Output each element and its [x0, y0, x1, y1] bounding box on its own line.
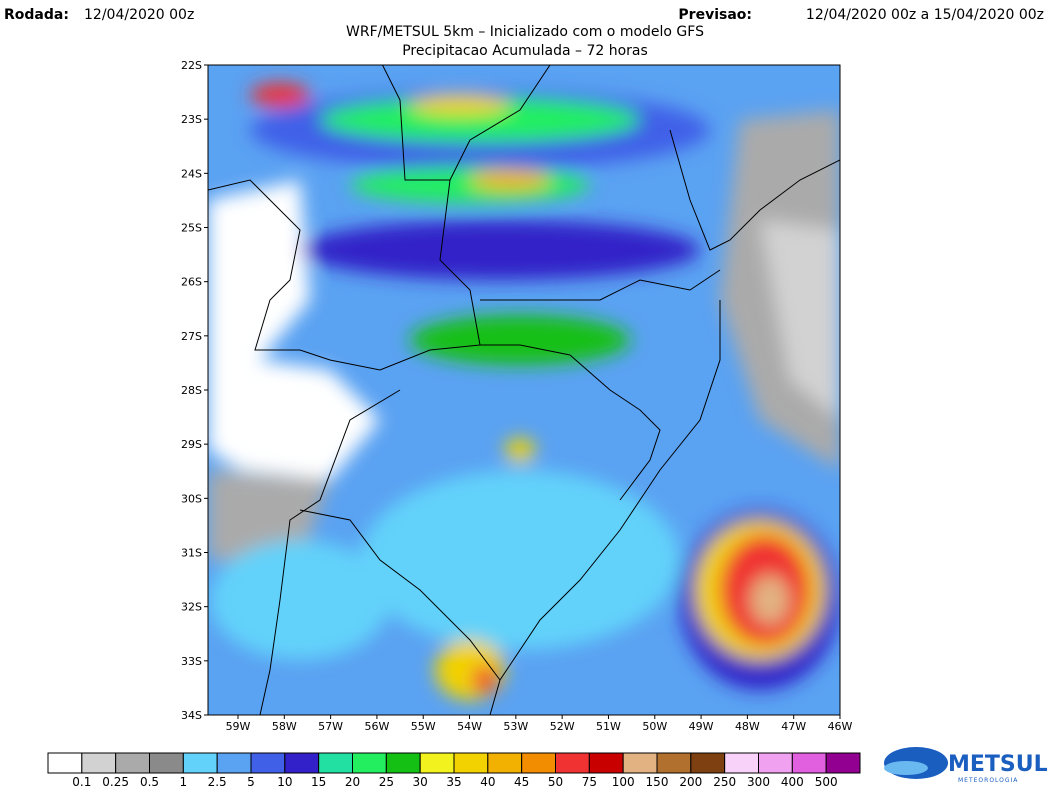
legend-swatch [758, 752, 793, 774]
legend-label: 10 [277, 775, 292, 789]
legend-label: 2.5 [208, 775, 227, 789]
forecast-value: 12/04/2020 00z a 15/04/2020 00z [806, 7, 1044, 23]
legend-swatch [385, 752, 421, 774]
lon-label: 58W [272, 720, 297, 733]
legend-label: 150 [646, 775, 669, 789]
legend-swatch [724, 752, 760, 774]
legend-swatch [352, 752, 387, 774]
legend-label: 100 [612, 775, 635, 789]
lat-label: 23S [181, 113, 202, 126]
logo: METSUL METEOROLOGIA [884, 747, 1048, 784]
lat-label: 32S [181, 601, 202, 614]
legend-swatch [521, 752, 557, 774]
legend-swatch [588, 752, 624, 774]
legend-swatch [115, 752, 150, 774]
lat-label: 22S [181, 59, 202, 72]
logo-tagline: METEOROLOGIA [958, 777, 1018, 784]
legend-label: 300 [747, 775, 770, 789]
legend-label: 40 [480, 775, 495, 789]
legend-swatch [284, 752, 320, 774]
legend-swatch [825, 752, 861, 774]
legend-label: 50 [548, 775, 563, 789]
legend-swatch [453, 752, 489, 774]
legend-label: 5 [247, 775, 255, 789]
lat-label: 30S [181, 492, 202, 505]
lat-label: 26S [181, 276, 202, 289]
legend-swatch [47, 752, 83, 774]
subtitle: Precipitacao Acumulada – 72 horas [402, 43, 648, 59]
legend-swatch [690, 752, 726, 774]
legend-label: 20 [345, 775, 360, 789]
legend-label: 15 [311, 775, 326, 789]
legend-swatch [791, 752, 827, 774]
lon-label: 50W [642, 720, 667, 733]
legend-swatch [216, 752, 252, 774]
lon-label: 49W [689, 720, 714, 733]
lon-label: 48W [735, 720, 760, 733]
legend-label: 35 [446, 775, 461, 789]
legend-swatch [622, 752, 658, 774]
precip-field [208, 65, 840, 715]
legend-swatch [318, 752, 353, 774]
lon-label: 46W [828, 720, 853, 733]
legend-label: 25 [379, 775, 394, 789]
legend-swatch [250, 752, 286, 774]
lat-label: 25S [181, 222, 202, 235]
legend-label: 0.1 [72, 775, 91, 789]
lat-label: 29S [181, 438, 202, 451]
legend-swatch [182, 752, 218, 774]
legend-label: 30 [413, 775, 428, 789]
legend-swatch [487, 752, 523, 774]
forecast-label: Previsao: [678, 7, 752, 23]
legend-swatch [419, 752, 455, 774]
lon-label: 53W [503, 720, 528, 733]
run-label: Rodada: [4, 7, 69, 23]
logo-name: METSUL [948, 752, 1048, 777]
lat-label: 31S [181, 547, 202, 560]
legend-swatch [149, 752, 184, 774]
legend-swatch [555, 752, 590, 774]
legend-label: 45 [514, 775, 529, 789]
lat-label: 27S [181, 330, 202, 343]
legend-label: 0.5 [140, 775, 159, 789]
lon-label: 59W [226, 720, 251, 733]
lon-label: 54W [457, 720, 482, 733]
lat-label: 28S [181, 384, 202, 397]
legend-swatch [656, 752, 692, 774]
lon-label: 52W [550, 720, 575, 733]
run-value: 12/04/2020 00z [84, 7, 194, 23]
legend-label: 400 [781, 775, 804, 789]
legend-label: 200 [679, 775, 702, 789]
lat-label: 34S [181, 709, 202, 722]
legend-label: 500 [815, 775, 838, 789]
legend-label: 250 [713, 775, 736, 789]
lon-label: 55W [411, 720, 436, 733]
legend-swatch [81, 752, 117, 774]
legend-label: 1 [180, 775, 188, 789]
legend-label: 75 [582, 775, 597, 789]
lon-label: 47W [781, 720, 806, 733]
legend-label: 0.25 [102, 775, 129, 789]
lat-label: 24S [181, 167, 202, 180]
lat-label: 33S [181, 655, 202, 668]
lon-label: 51W [596, 720, 621, 733]
title: WRF/METSUL 5km – Inicializado com o mode… [346, 24, 704, 40]
lon-label: 57W [318, 720, 343, 733]
lon-label: 56W [364, 720, 389, 733]
